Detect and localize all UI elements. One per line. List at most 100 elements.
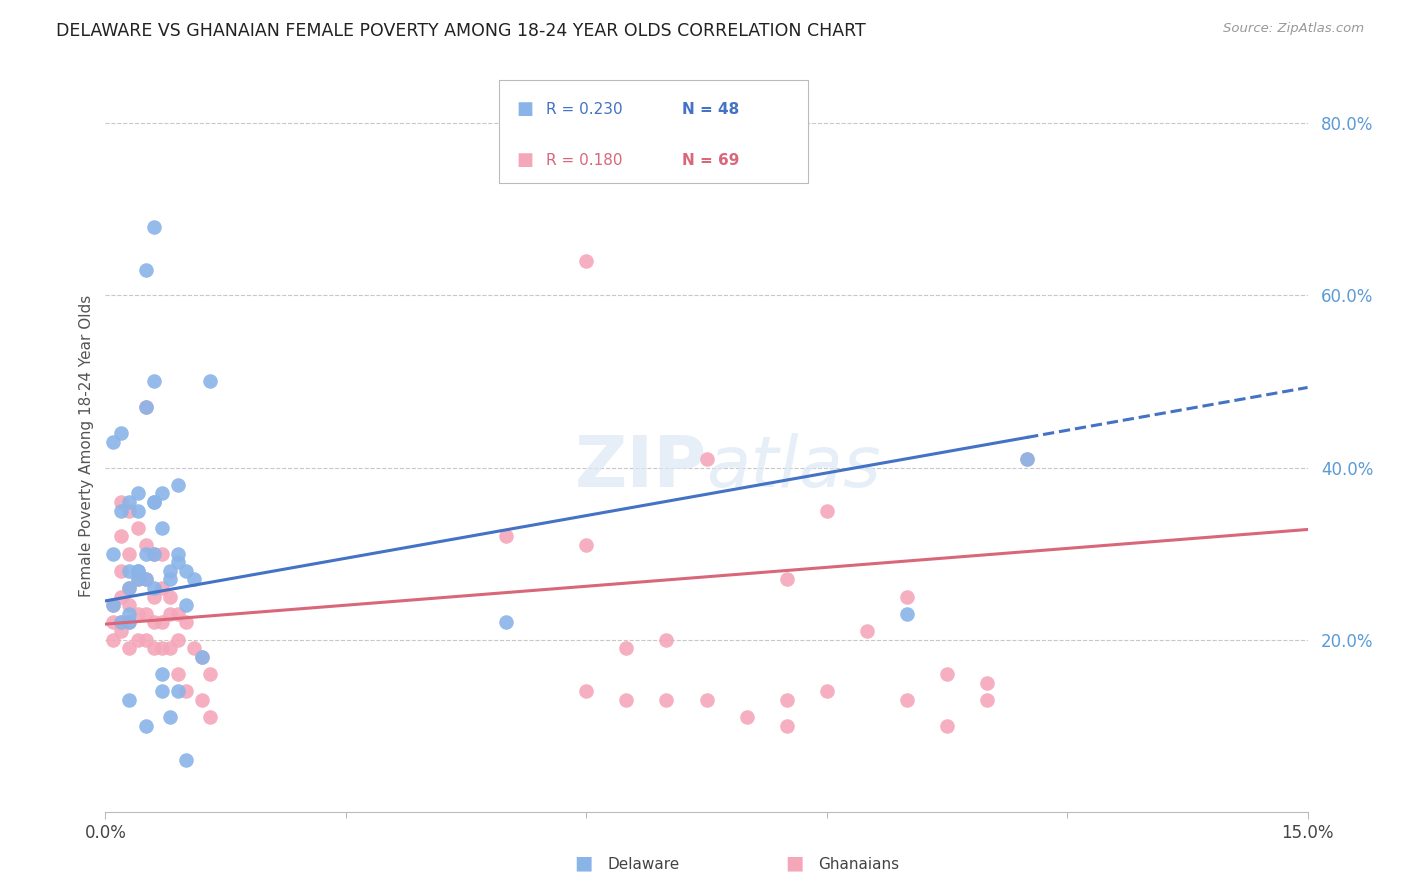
Point <box>166 667 188 681</box>
Point <box>166 684 188 698</box>
Point <box>142 219 165 234</box>
Point <box>127 573 149 587</box>
Point <box>776 719 799 733</box>
Point <box>103 615 125 630</box>
Point <box>159 607 181 621</box>
Point <box>575 538 598 552</box>
Point <box>110 615 132 630</box>
Point <box>183 641 205 656</box>
Point <box>118 503 141 517</box>
Point <box>735 710 758 724</box>
Point <box>815 503 838 517</box>
Point <box>127 573 149 587</box>
Point <box>696 451 718 466</box>
Point <box>110 624 132 638</box>
Point <box>174 598 197 612</box>
Point <box>103 632 125 647</box>
Point <box>118 564 141 578</box>
Point <box>896 607 918 621</box>
Point <box>150 486 173 500</box>
Point <box>855 624 877 638</box>
Point <box>142 495 165 509</box>
Point <box>150 581 173 595</box>
Point <box>118 615 141 630</box>
Point <box>150 521 173 535</box>
Point <box>135 719 157 733</box>
Text: N = 48: N = 48 <box>682 102 740 117</box>
Point <box>118 547 141 561</box>
Point <box>776 693 799 707</box>
Point <box>183 573 205 587</box>
Point <box>110 615 132 630</box>
Point <box>135 607 157 621</box>
Point <box>110 564 132 578</box>
Point <box>150 641 173 656</box>
Point <box>150 667 173 681</box>
Point <box>198 667 221 681</box>
Point <box>142 495 165 509</box>
Point <box>159 564 181 578</box>
Point <box>135 262 157 277</box>
Point <box>174 615 197 630</box>
Point <box>190 649 212 664</box>
Point <box>166 555 188 569</box>
Point <box>575 684 598 698</box>
Point <box>103 598 125 612</box>
Text: Ghanaians: Ghanaians <box>818 857 900 872</box>
Text: R = 0.180: R = 0.180 <box>546 153 621 168</box>
Point <box>936 719 959 733</box>
Point <box>127 632 149 647</box>
Point <box>174 753 197 767</box>
Point <box>127 564 149 578</box>
Point <box>150 684 173 698</box>
Text: ■: ■ <box>785 854 804 872</box>
Text: ■: ■ <box>516 100 533 118</box>
Text: DELAWARE VS GHANAIAN FEMALE POVERTY AMONG 18-24 YEAR OLDS CORRELATION CHART: DELAWARE VS GHANAIAN FEMALE POVERTY AMON… <box>56 22 866 40</box>
Point <box>142 375 165 389</box>
Point <box>103 434 125 449</box>
Point <box>127 503 149 517</box>
Point <box>190 693 212 707</box>
Point <box>198 710 221 724</box>
Point <box>159 710 181 724</box>
Point <box>110 590 132 604</box>
Point <box>575 254 598 268</box>
Point <box>135 573 157 587</box>
Point <box>110 529 132 543</box>
Point <box>976 693 998 707</box>
Point <box>198 375 221 389</box>
Point <box>127 521 149 535</box>
Point <box>936 667 959 681</box>
Point <box>159 641 181 656</box>
Text: Source: ZipAtlas.com: Source: ZipAtlas.com <box>1223 22 1364 36</box>
Text: R = 0.230: R = 0.230 <box>546 102 621 117</box>
Point <box>118 641 141 656</box>
Point <box>159 590 181 604</box>
Point <box>1017 451 1039 466</box>
Point <box>190 649 212 664</box>
Point <box>166 607 188 621</box>
Point <box>159 573 181 587</box>
Point <box>135 632 157 647</box>
Point <box>135 401 157 415</box>
Point <box>696 693 718 707</box>
Point <box>142 547 165 561</box>
Point <box>1017 451 1039 466</box>
Point <box>142 581 165 595</box>
Point <box>135 401 157 415</box>
Point <box>174 564 197 578</box>
Point <box>110 426 132 441</box>
Point <box>127 607 149 621</box>
Point <box>142 615 165 630</box>
Point <box>166 547 188 561</box>
Text: ■: ■ <box>574 854 593 872</box>
Text: N = 69: N = 69 <box>682 153 740 168</box>
Point <box>118 581 141 595</box>
Point <box>655 693 678 707</box>
Point <box>135 547 157 561</box>
Point <box>110 503 132 517</box>
Point <box>896 693 918 707</box>
Y-axis label: Female Poverty Among 18-24 Year Olds: Female Poverty Among 18-24 Year Olds <box>79 295 94 597</box>
Text: ZIP: ZIP <box>574 434 707 502</box>
Point <box>776 573 799 587</box>
